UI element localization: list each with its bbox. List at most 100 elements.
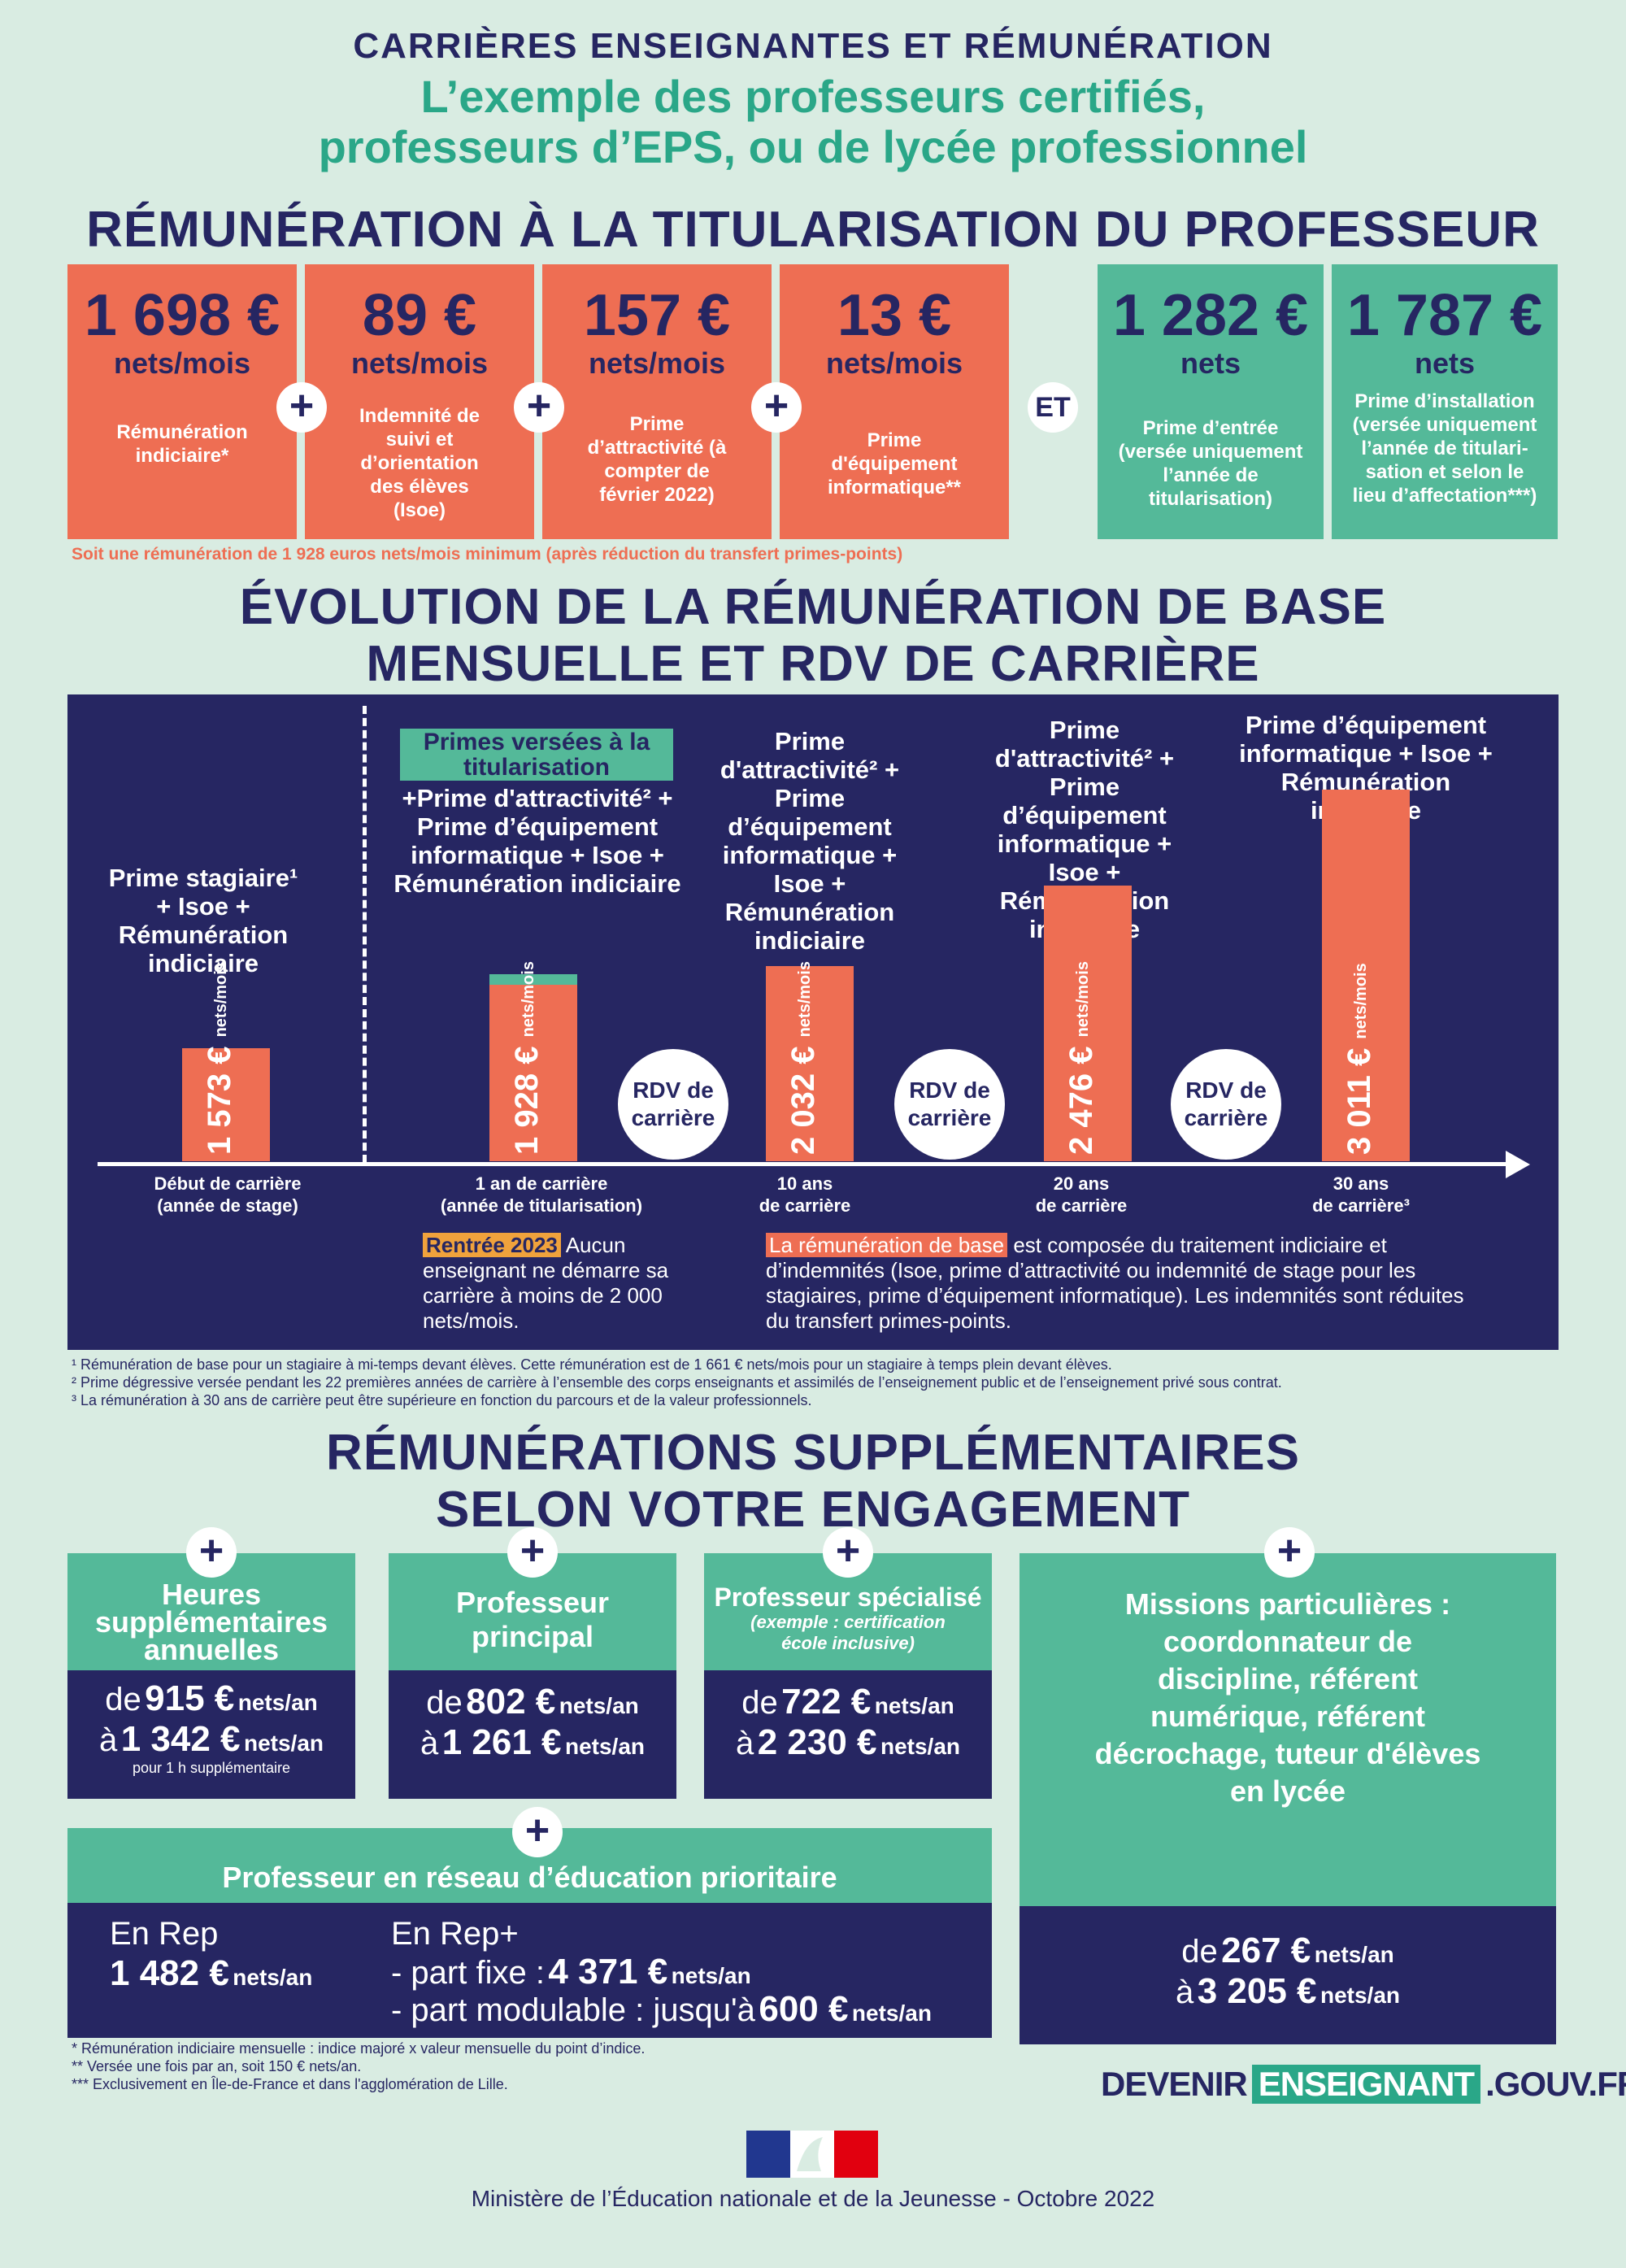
rep-value: 1 482 € (110, 1953, 229, 1993)
salary-box-desc: Rémunération indiciaire* (116, 421, 248, 467)
brand-part1: DEVENIR (1101, 2065, 1248, 2103)
bar-unit: nets/mois (520, 961, 538, 1038)
footnote: *** Exclusivement en Île-de-France et da… (72, 2076, 508, 2092)
footer-credit: Ministère de l’Éducation nationale et de… (471, 2186, 1155, 2211)
rdv-badge-1: RDV de carrière (618, 1049, 728, 1160)
repplus-label: En Rep+ (391, 1916, 519, 1952)
rdv-badge-3: RDV de carrière (1171, 1049, 1281, 1160)
card-rep: Professeur en réseau d’éducation priorit… (67, 1828, 992, 2038)
amount-unit: nets/an (880, 1734, 960, 1759)
salary-box-value: 89 € (362, 283, 477, 348)
amount-unit: nets/an (233, 1965, 313, 1990)
plus-icon: + (823, 1527, 873, 1578)
amount-to: 2 230 € (757, 1722, 877, 1762)
amount-unit: nets/an (1319, 1983, 1400, 2008)
bar-value-label: 1 928 € nets/mois (509, 961, 546, 1155)
salary-box-unit: nets/mois (113, 346, 251, 380)
bar-title-1: Prime stagiaire¹ + Isoe + Rémunération i… (108, 864, 298, 977)
plus-icon: + (512, 1807, 563, 1857)
salary-box-desc: Prime d’entrée (versée uniquement l’anné… (1118, 417, 1303, 510)
axis-label-4: 20 ans de carrière (1035, 1173, 1128, 1216)
salary-box-3: 157 € nets/mois Prime d’attractivité (à … (542, 264, 772, 539)
bar-title-3: Prime d'attractivité² + Prime d’équipeme… (720, 727, 900, 955)
salary-bar (1322, 790, 1410, 1161)
fixe-label: - part fixe : (391, 1955, 545, 1991)
bar-unit: nets/mois (212, 961, 231, 1038)
section1-note: Soit une rémunération de 1 928 euros net… (72, 545, 903, 564)
brand-part3: .GOUV.FR (1485, 2065, 1626, 2103)
card-heures-sup: Heures supplémentaires annuelles de 915 … (67, 1553, 355, 1799)
salary-box-4: 13 € nets/mois Prime d'équipement inform… (780, 264, 1009, 539)
mod-label: - part modulable : jusqu'à (391, 1992, 755, 2028)
primes-tag: Primes versées à la titularisation (400, 729, 673, 781)
axis-label-5: 30 ans de carrière³ (1312, 1173, 1410, 1216)
a-label: à (736, 1726, 754, 1761)
card-title: Missions particulières : coordonnateur d… (1020, 1553, 1556, 1906)
amount-unit: nets/an (671, 1963, 751, 1988)
salary-box-value: 157 € (583, 283, 731, 348)
salary-box-desc: Prime d’installation (versée uniquement … (1352, 390, 1537, 507)
salary-box-2: 89 € nets/mois Indemnité de suivi et d’o… (305, 264, 534, 539)
bar-value-label: 1 573 € nets/mois (202, 961, 238, 1155)
bar-title-2: +Prime d'attractivité² + Prime d’équipem… (393, 784, 681, 898)
de-label: de (105, 1682, 141, 1717)
page-title: L’exemple des professeurs certifiés, pro… (0, 72, 1626, 172)
bar-value-label: 2 476 € nets/mois (1063, 961, 1100, 1155)
amount-to: 3 205 € (1197, 1971, 1317, 2011)
amount-from: 802 € (466, 1682, 556, 1722)
bar-value: 1 573 € (202, 1037, 237, 1155)
bar-unit: nets/mois (1074, 961, 1093, 1038)
salary-box-unit: nets/mois (588, 346, 726, 380)
bar-value-label: 3 011 € nets/mois (1341, 963, 1378, 1155)
salary-box-1: 1 698 € nets/mois Rémunération indiciair… (67, 264, 297, 539)
card-missions: Missions particulières : coordonnateur d… (1020, 1553, 1556, 2044)
bar-value: 1 928 € (509, 1037, 545, 1155)
card-prof-specialise: Professeur spécialisé (exemple : certifi… (704, 1553, 992, 1799)
mod-value: 600 € (759, 1989, 849, 2029)
bar-value: 3 011 € (1341, 1038, 1377, 1155)
salary-box-desc: Prime d'équipement informatique** (827, 429, 961, 498)
fixe-value: 4 371 € (548, 1952, 668, 1992)
card-subtitle: (exemple : certification école inclusive… (750, 1612, 946, 1653)
a-label: à (1176, 1974, 1194, 2010)
salary-box-unit: nets/mois (350, 346, 489, 380)
plus-icon: + (276, 382, 327, 433)
kicker: CARRIÈRES ENSEIGNANTES ET RÉMUNÉRATION (353, 26, 1273, 66)
amount-from: 915 € (145, 1678, 235, 1718)
a-label: à (420, 1726, 439, 1761)
axis-label-2: 1 an de carrière (année de titularisatio… (440, 1173, 643, 1216)
de-label: de (1181, 1934, 1218, 1970)
amount-from: 267 € (1221, 1931, 1311, 1970)
de-label: de (426, 1685, 463, 1721)
salary-box-6: 1 787 € nets Prime d’installation (versé… (1332, 264, 1558, 539)
amount-unit: nets/an (559, 1693, 639, 1718)
title-line-2: professeurs d’EPS, ou de lycée professio… (318, 121, 1308, 172)
section2-title-line-1: ÉVOLUTION DE LA RÉMUNÉRATION DE BASE (239, 579, 1387, 635)
amount-unit: nets/an (564, 1734, 645, 1759)
base-note: La rémunération de base est composée du … (766, 1233, 1481, 1334)
republique-logo-icon (746, 2131, 878, 2178)
chart-footnotes: ¹ Rémunération de base pour un stagiaire… (72, 1356, 1567, 1409)
rentree-tag: Rentrée 2023 (423, 1233, 561, 1257)
salary-bar (182, 1048, 270, 1161)
prime-stripe (489, 974, 577, 986)
plus-icon: + (186, 1527, 237, 1578)
title-line-1: L’exemple des professeurs certifiés, (420, 71, 1206, 122)
footnote: * Rémunération indiciaire mensuelle : in… (72, 2040, 646, 2057)
salary-box-value: 13 € (837, 283, 952, 348)
footnote: ³ La rémunération à 30 ans de carrière p… (72, 1392, 812, 1408)
plus-icon: + (1264, 1527, 1315, 1578)
section2-title: ÉVOLUTION DE LA RÉMUNÉRATION DE BASE MEN… (0, 579, 1626, 693)
card-prof-principal: Professeur principal de 802 € nets/an à … (389, 1553, 676, 1799)
axis-label-1: Début de carrière (année de stage) (154, 1173, 302, 1216)
base-tag: La rémunération de base (766, 1233, 1008, 1257)
salary-box-value: 1 282 € (1112, 283, 1309, 348)
footnote: ¹ Rémunération de base pour un stagiaire… (72, 1356, 1112, 1373)
bar-unit: nets/mois (1352, 963, 1371, 1039)
section3-title-line-1: RÉMUNÉRATIONS SUPPLÉMENTAIRES (326, 1425, 1300, 1481)
rentree-note: Rentrée 2023 Aucun enseignant ne démarre… (423, 1233, 683, 1334)
section2-title-line-2: MENSUELLE ET RDV DE CARRIÈRE (366, 636, 1260, 692)
section3-title: RÉMUNÉRATIONS SUPPLÉMENTAIRES SELON VOTR… (0, 1425, 1626, 1539)
salary-box-5: 1 282 € nets Prime d’entrée (versée uniq… (1098, 264, 1324, 539)
brand-part2: ENSEIGNANT (1251, 2065, 1481, 2104)
